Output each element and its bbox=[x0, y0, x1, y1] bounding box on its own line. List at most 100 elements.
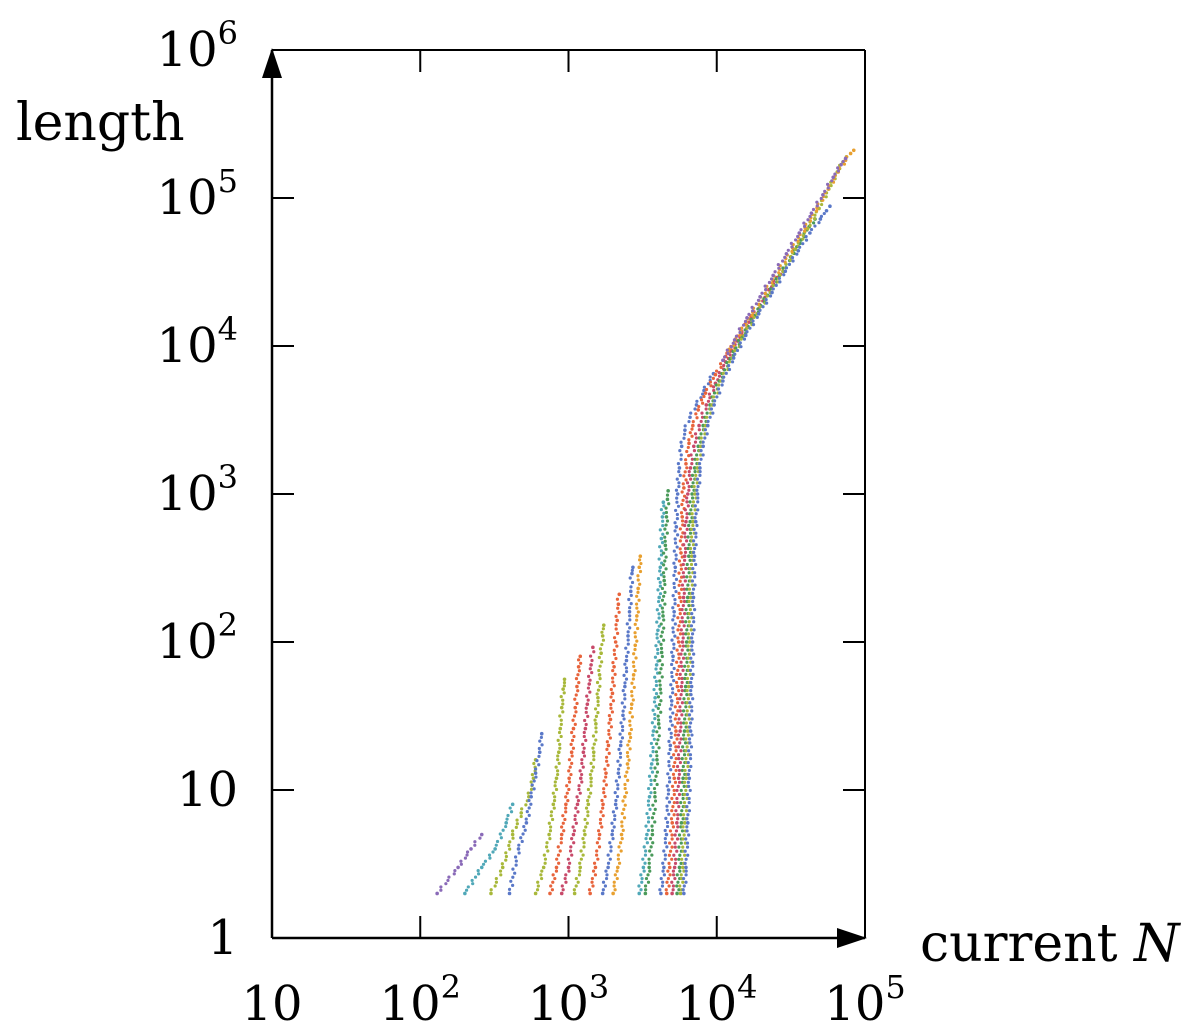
data-point bbox=[677, 571, 681, 575]
data-point bbox=[662, 563, 666, 567]
data-point bbox=[681, 603, 685, 608]
data-point bbox=[677, 559, 682, 563]
data-point bbox=[678, 891, 683, 896]
data-point bbox=[738, 333, 742, 337]
data-point bbox=[672, 865, 677, 870]
data-point bbox=[674, 729, 678, 733]
data-point bbox=[473, 843, 477, 847]
data-point bbox=[667, 780, 672, 784]
data-point bbox=[697, 404, 701, 409]
data-point bbox=[556, 845, 560, 849]
data-point bbox=[680, 502, 684, 507]
data-point bbox=[690, 473, 695, 477]
data-point bbox=[636, 578, 640, 582]
data-point bbox=[552, 799, 557, 803]
data-point bbox=[494, 843, 498, 847]
data-point bbox=[509, 879, 513, 883]
data-markers bbox=[435, 148, 856, 896]
data-point bbox=[574, 806, 578, 810]
data-point bbox=[611, 810, 616, 814]
data-point bbox=[655, 636, 659, 640]
data-point bbox=[687, 484, 691, 489]
data-point bbox=[639, 561, 643, 566]
data-point bbox=[592, 742, 596, 746]
y-tick-label: 105 bbox=[157, 162, 238, 226]
data-point bbox=[640, 876, 644, 881]
data-point bbox=[688, 701, 692, 705]
data-point bbox=[651, 733, 655, 737]
data-point bbox=[692, 628, 696, 632]
data-point bbox=[675, 796, 679, 801]
data-point bbox=[692, 554, 697, 558]
data-point bbox=[729, 345, 733, 349]
data-point bbox=[701, 444, 705, 449]
data-point bbox=[615, 618, 619, 623]
data-point bbox=[636, 626, 640, 631]
data-point bbox=[669, 683, 673, 687]
data-point bbox=[675, 849, 679, 853]
data-point bbox=[582, 841, 586, 845]
data-point bbox=[618, 751, 623, 755]
data-point bbox=[581, 853, 585, 857]
data-point bbox=[686, 504, 690, 508]
data-point bbox=[674, 829, 679, 833]
data-point bbox=[559, 718, 563, 722]
data-point bbox=[680, 689, 684, 693]
data-point bbox=[691, 660, 695, 664]
data-point bbox=[692, 558, 696, 562]
data-point bbox=[494, 876, 498, 881]
data-point bbox=[693, 440, 698, 444]
data-point bbox=[657, 557, 661, 561]
data-point bbox=[611, 680, 615, 684]
data-point bbox=[527, 798, 531, 803]
data-point bbox=[676, 776, 681, 781]
data-point bbox=[693, 546, 697, 551]
data-point bbox=[534, 767, 538, 771]
data-point bbox=[659, 536, 664, 541]
data-point bbox=[507, 887, 512, 892]
data-point bbox=[696, 496, 700, 500]
data-point bbox=[612, 636, 617, 640]
data-point bbox=[673, 622, 677, 626]
data-point bbox=[559, 891, 564, 896]
x-tick-label: 102 bbox=[380, 968, 461, 1032]
data-point bbox=[680, 519, 685, 523]
data-point bbox=[661, 614, 665, 618]
data-point bbox=[684, 873, 688, 877]
data-point bbox=[539, 873, 543, 877]
data-point bbox=[655, 770, 660, 774]
data-point bbox=[683, 652, 687, 656]
data-point bbox=[679, 873, 683, 877]
data-point bbox=[683, 546, 688, 551]
data-point bbox=[591, 750, 596, 755]
data-point bbox=[641, 857, 645, 861]
data-point bbox=[686, 492, 690, 496]
data-point bbox=[663, 841, 668, 845]
data-point bbox=[572, 829, 577, 833]
data-point bbox=[653, 807, 657, 811]
y-tick-label: 106 bbox=[157, 14, 238, 78]
data-point bbox=[682, 821, 687, 825]
data-point bbox=[579, 849, 583, 853]
data-point bbox=[623, 794, 627, 799]
data-point bbox=[678, 547, 682, 551]
data-point bbox=[672, 549, 676, 553]
data-point bbox=[677, 857, 681, 861]
data-point bbox=[671, 606, 675, 610]
data-point bbox=[680, 490, 684, 494]
data-point bbox=[614, 656, 618, 661]
data-point bbox=[745, 326, 749, 330]
data-point bbox=[666, 792, 671, 796]
data-point bbox=[653, 712, 657, 717]
data-point bbox=[675, 660, 679, 664]
data-point bbox=[648, 837, 653, 841]
data-point bbox=[681, 845, 685, 849]
data-point bbox=[563, 876, 567, 881]
data-point bbox=[465, 853, 469, 857]
data-point bbox=[558, 849, 562, 853]
data-point bbox=[629, 702, 634, 706]
data-point bbox=[687, 523, 691, 528]
data-point bbox=[481, 862, 486, 866]
data-point bbox=[694, 562, 698, 567]
